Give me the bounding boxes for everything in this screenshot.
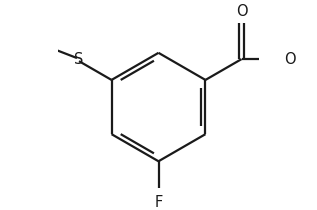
- Text: F: F: [154, 195, 163, 210]
- Text: O: O: [236, 4, 247, 19]
- Text: S: S: [74, 52, 84, 67]
- Text: O: O: [284, 52, 295, 67]
